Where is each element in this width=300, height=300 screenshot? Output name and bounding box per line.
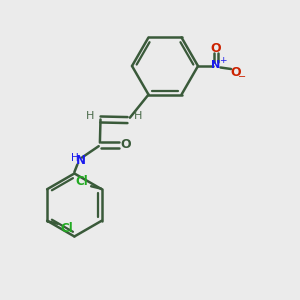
Text: Cl: Cl [60, 222, 73, 235]
Text: −: − [238, 72, 246, 82]
Text: N: N [76, 154, 86, 167]
Text: H: H [134, 112, 142, 122]
Text: N: N [212, 60, 220, 70]
Text: O: O [230, 65, 241, 79]
Text: H: H [86, 111, 94, 121]
Text: O: O [120, 139, 131, 152]
Text: Cl: Cl [76, 175, 88, 188]
Text: +: + [219, 56, 227, 65]
Text: O: O [211, 41, 221, 55]
Text: H: H [71, 153, 79, 163]
